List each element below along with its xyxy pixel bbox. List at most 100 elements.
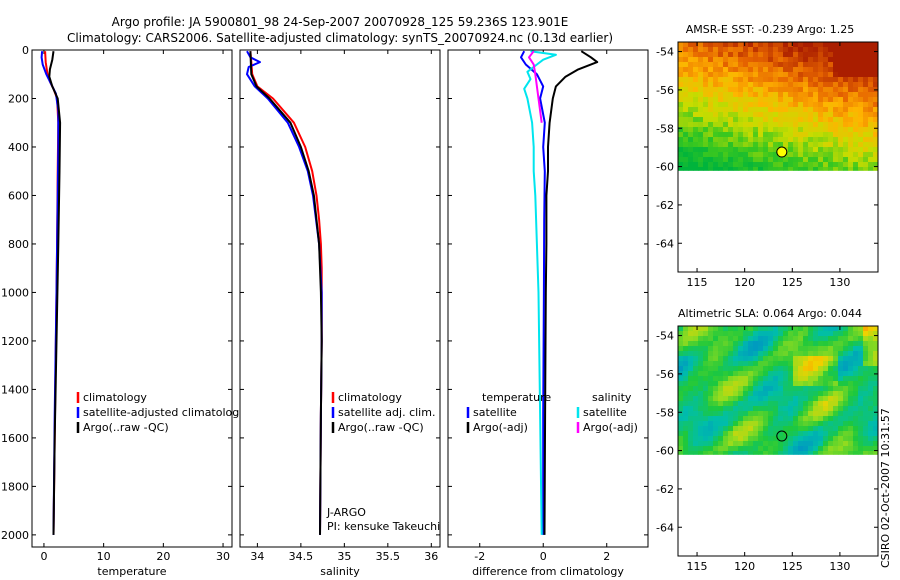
sla_map-cell — [818, 406, 824, 412]
sla_map-cell — [783, 441, 789, 447]
sla_map-cell — [843, 346, 849, 352]
sst_map-cell — [748, 142, 754, 148]
sla_map-cell — [758, 386, 764, 392]
sst_map-cell — [728, 132, 734, 138]
sla_map-cell — [833, 426, 839, 432]
sla_map-cell — [848, 431, 854, 437]
sla_map-cell — [718, 386, 724, 392]
sst_map-cell — [728, 67, 734, 73]
sla_map-cell — [768, 416, 774, 422]
sst_map-cell — [843, 162, 849, 168]
sst_map-cell — [758, 87, 764, 93]
sst_map-cell — [698, 57, 704, 63]
sla_map-cell — [713, 441, 719, 447]
sla_map-cell — [748, 401, 754, 407]
sst_map-cell — [838, 117, 844, 123]
sla_map-cell — [733, 371, 739, 377]
sst_map-cell — [863, 72, 869, 78]
sla_map-cell — [683, 366, 689, 372]
sla_map-cell — [863, 336, 869, 342]
sla_map-cell — [803, 326, 809, 332]
sla_map-cell — [858, 421, 864, 427]
sla_map-cell — [758, 391, 764, 397]
sst_map-cell — [708, 107, 714, 113]
sla_map-cell — [743, 361, 749, 367]
sst_map-cell — [823, 167, 829, 171]
sla_map-cell — [738, 411, 744, 417]
sla_map-lat-label: -56 — [656, 368, 674, 381]
sla_map-cell — [738, 436, 744, 442]
sla_map-cell — [803, 371, 809, 377]
sst_map-cell — [753, 162, 759, 168]
sst_map-cell — [863, 102, 869, 108]
sla_map-cell — [763, 391, 769, 397]
sla_map-argo-marker — [776, 430, 788, 442]
sst_map-cell — [788, 112, 794, 118]
sla_map-cell — [743, 371, 749, 377]
sst_map-cell — [678, 97, 684, 103]
sla_map-cell — [798, 436, 804, 442]
sla_map-axes-frame — [677, 325, 879, 557]
sst_map-cell — [738, 97, 744, 103]
sst_map-cell — [783, 97, 789, 103]
sst_map-cell — [718, 52, 724, 58]
sst_map-cell — [803, 137, 809, 143]
sla_map-cell — [698, 416, 704, 422]
sla_map-cell — [743, 426, 749, 432]
sst_map-cell — [723, 92, 729, 98]
sla_map-cell — [713, 446, 719, 452]
sst_map-cell — [688, 42, 694, 48]
sst_map-cell — [698, 162, 704, 168]
sst_map-cell — [728, 62, 734, 68]
sla_map-cell — [848, 416, 854, 422]
sla_map-cell — [873, 436, 879, 442]
sst_map-cell — [743, 107, 749, 113]
sla_map-cell — [778, 351, 784, 357]
sst_map-cell — [688, 122, 694, 128]
sst_map-cell — [768, 62, 774, 68]
sla_map-cell — [783, 371, 789, 377]
sla_map-cell — [713, 386, 719, 392]
sst_map-cell — [798, 132, 804, 138]
sla_map-cell — [813, 441, 819, 447]
sla_map-cell — [833, 361, 839, 367]
sla_map-cell — [718, 331, 724, 337]
sst_map-cell — [783, 102, 789, 108]
sla_map-cell — [758, 441, 764, 447]
sla_map-cell — [843, 386, 849, 392]
sla_map-cell — [688, 376, 694, 382]
sst_map-cell — [753, 82, 759, 88]
sst_map-cell — [748, 122, 754, 128]
sst_map-cell — [713, 167, 719, 171]
sst_map-cell — [683, 52, 689, 58]
sla_map-cell — [783, 386, 789, 392]
sla_map-cell — [873, 416, 879, 422]
sla_map-cell — [683, 416, 689, 422]
sst_map-cell — [858, 42, 864, 48]
sla_map-cell — [828, 401, 834, 407]
sla_map-cell — [728, 351, 734, 357]
sla_map-cell — [848, 381, 854, 387]
sst_map-cell — [793, 97, 799, 103]
sla_map-cell — [783, 376, 789, 382]
sla_map-cell — [798, 361, 804, 367]
sst_map-cell — [858, 87, 864, 93]
sla_map-cell — [688, 451, 694, 455]
sla_map-cell — [828, 441, 834, 447]
sla_map-cell — [678, 411, 684, 417]
sla_map-cell — [803, 341, 809, 347]
sst_map-cell — [763, 67, 769, 73]
sst_map-cell — [823, 57, 829, 63]
sla_map-cell — [778, 416, 784, 422]
depth-tick-label: 0 — [22, 44, 29, 57]
sla_map-cell — [868, 396, 874, 402]
sla_map-cell — [793, 431, 799, 437]
sla_map-cell — [713, 326, 719, 332]
sst_map-cell — [698, 87, 704, 93]
sla_map-cell — [848, 426, 854, 432]
sst_map-cell — [863, 52, 869, 58]
sla_map-cell — [788, 381, 794, 387]
sla_map-cell — [763, 421, 769, 427]
sla_map-cell — [813, 436, 819, 442]
